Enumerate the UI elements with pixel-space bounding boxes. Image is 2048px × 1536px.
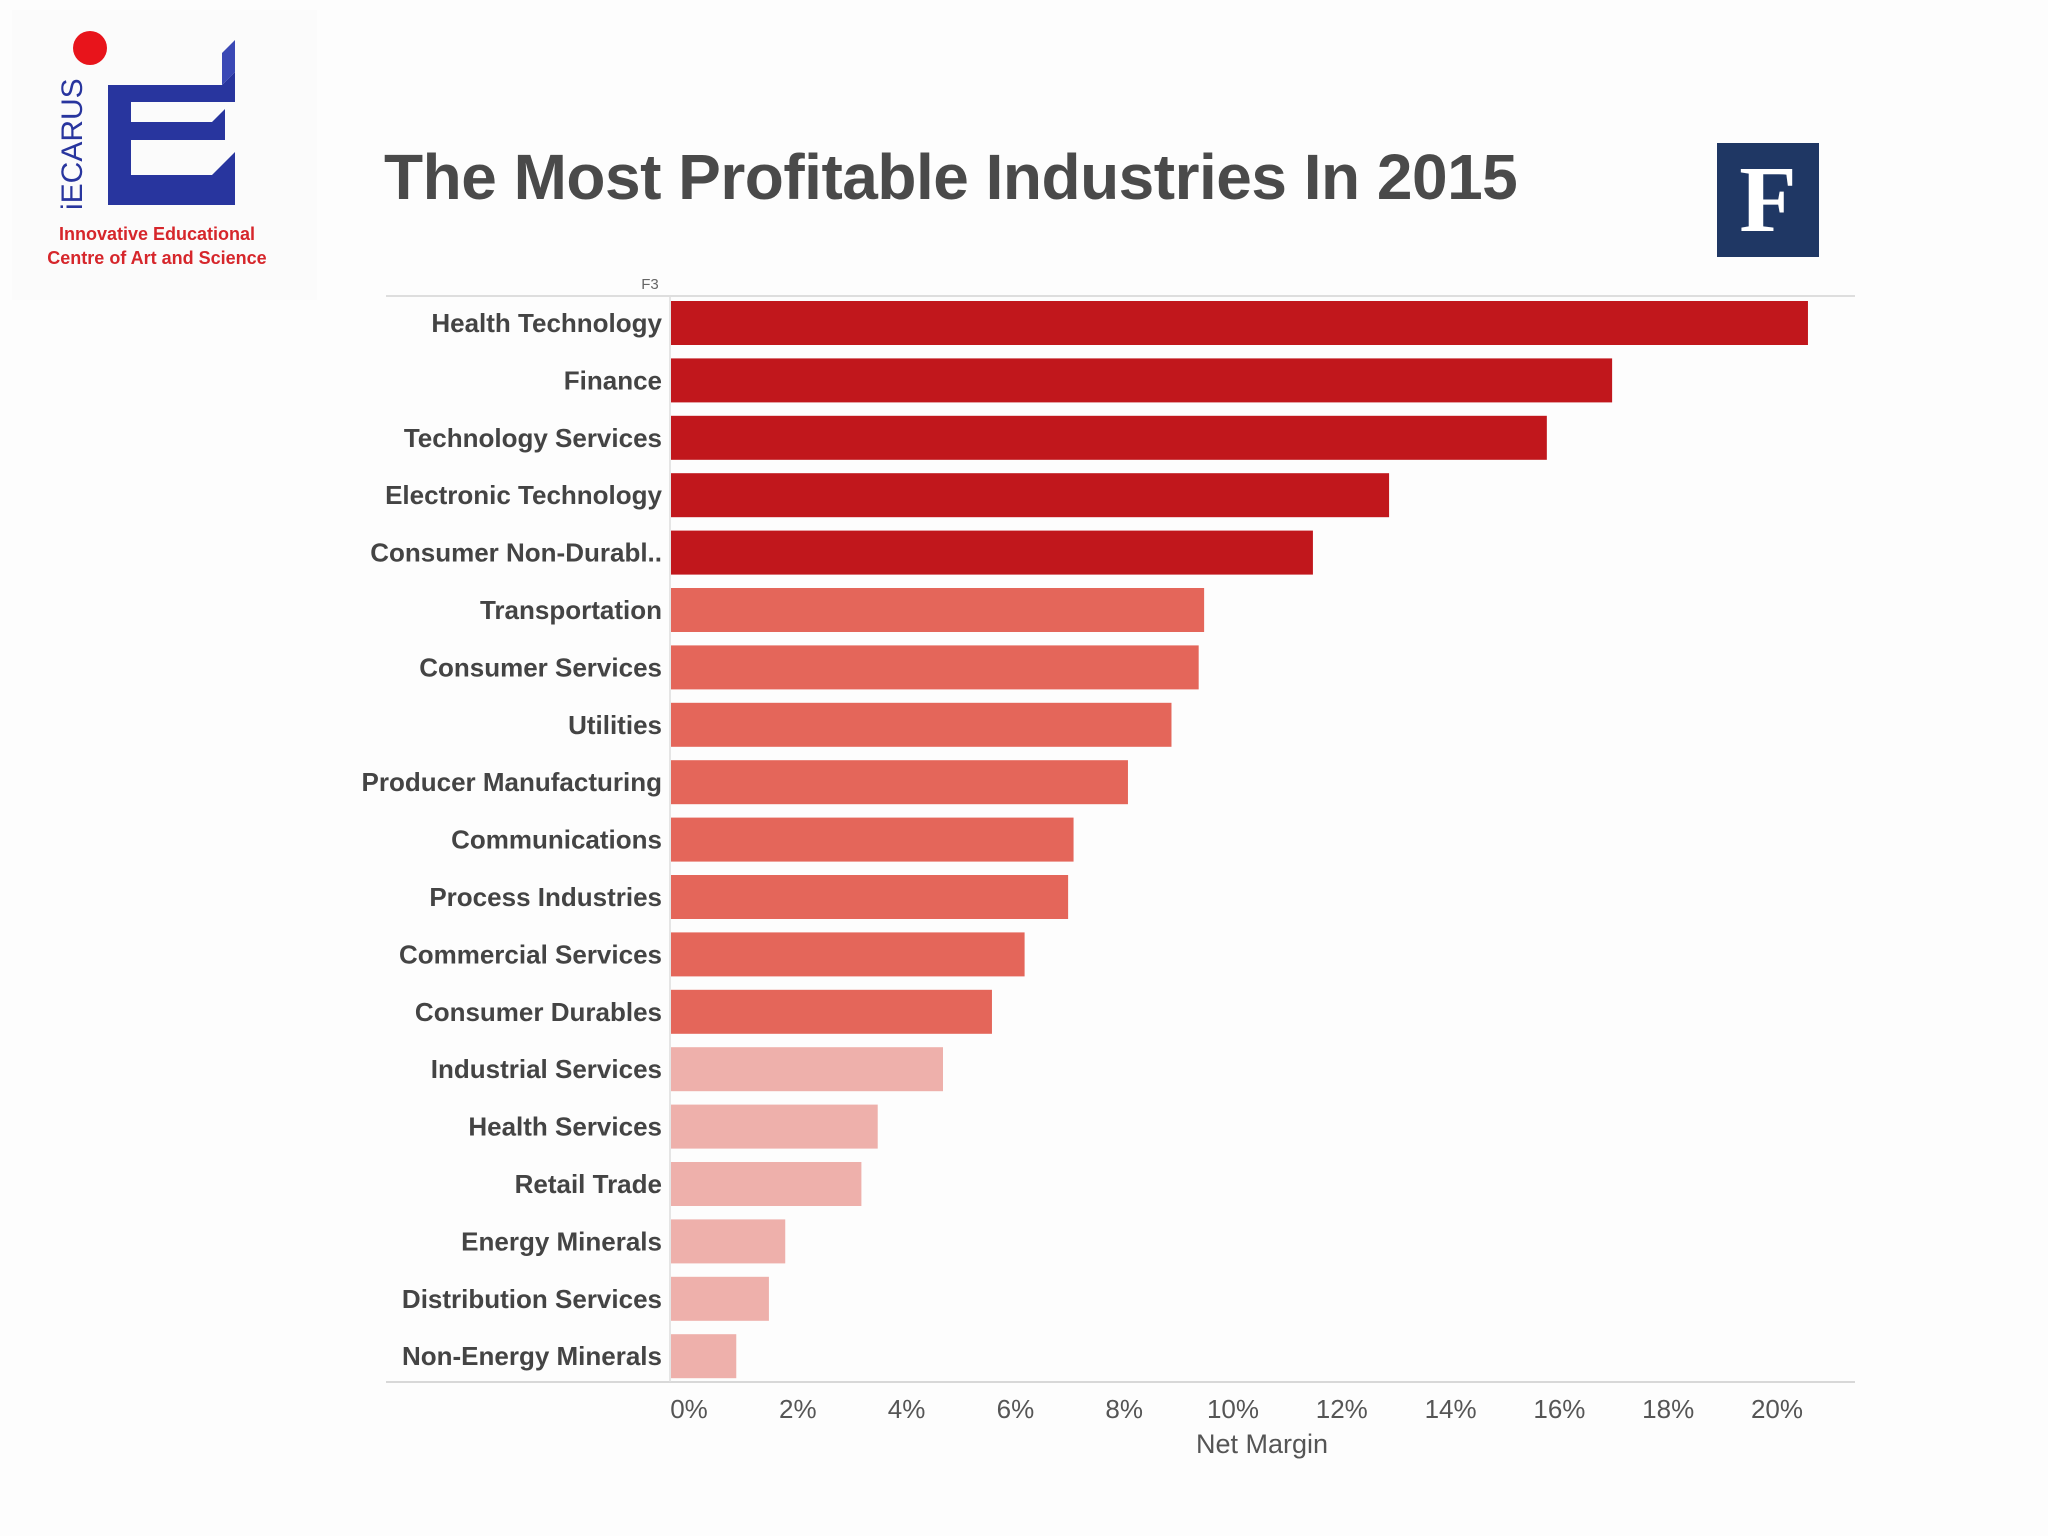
category-label: Utilities — [568, 710, 662, 740]
bars-group — [671, 301, 1808, 1379]
category-label: Transportation — [480, 595, 662, 625]
category-label: Communications — [451, 825, 662, 855]
bar-non-energy-minerals — [671, 1334, 737, 1379]
logo-dot — [73, 31, 107, 65]
bar-consumer-non-durabl — [671, 530, 1313, 575]
logo-caption: Innovative Educational Centre of Art and… — [12, 222, 302, 270]
bar-technology-services — [671, 415, 1547, 460]
x-tick-label: 20% — [1751, 1394, 1803, 1424]
category-label: Finance — [564, 365, 662, 395]
category-label: Energy Minerals — [461, 1226, 662, 1256]
category-label: Health Services — [468, 1112, 662, 1142]
logo-wordmark: iECARUS — [56, 78, 89, 210]
category-label: Electronic Technology — [385, 480, 662, 510]
x-tick-label: 16% — [1533, 1394, 1585, 1424]
category-label: Consumer Durables — [415, 997, 662, 1027]
logo-caption-line-1: Innovative Educational — [58, 224, 256, 244]
x-axis-title: Net Margin — [1196, 1429, 1328, 1459]
category-label: Distribution Services — [402, 1284, 662, 1314]
category-label: Technology Services — [404, 423, 662, 453]
category-label: Retail Trade — [515, 1169, 662, 1199]
category-label: Health Technology — [431, 308, 662, 338]
bar-industrial-services — [671, 1047, 943, 1092]
bar-transportation — [671, 588, 1205, 632]
logo-e-top — [131, 72, 235, 102]
logo-caption-line-2: Centre of Art and Science — [47, 248, 267, 268]
logo-e-mid — [131, 109, 225, 140]
bar-electronic-technology — [671, 473, 1390, 518]
x-tick-label: 8% — [1105, 1394, 1143, 1424]
category-label: Non-Energy Minerals — [402, 1341, 662, 1371]
x-tick-labels: 0% 2% 4% 6% 8% 10% 12% 14% 16% 18% 20% — [670, 1394, 1803, 1424]
category-labels: Health Technology Finance Technology Servi… — [362, 308, 663, 1371]
row-header-label: F3 — [641, 276, 659, 293]
logo-e-spine — [108, 85, 131, 205]
iecarus-logo: iECARUS Innovative Educational Centre of… — [12, 10, 317, 300]
category-label: Commercial Services — [399, 939, 662, 969]
bar-finance — [671, 358, 1613, 403]
category-label: Consumer Non-Durabl.. — [370, 538, 662, 568]
bar-health-technology — [671, 301, 1808, 345]
iecarus-emblem: iECARUS — [56, 31, 235, 210]
bar-energy-minerals — [671, 1219, 786, 1264]
x-tick-label: 10% — [1207, 1394, 1259, 1424]
category-label: Industrial Services — [431, 1054, 662, 1084]
logo-e-top-side — [222, 40, 235, 85]
bar-producer-manufacturing — [671, 760, 1128, 805]
bar-process-industries — [671, 875, 1069, 919]
category-label: Producer Manufacturing — [362, 767, 662, 797]
x-tick-label: 2% — [779, 1394, 817, 1424]
x-tick-label: 12% — [1316, 1394, 1368, 1424]
x-tick-label: 4% — [888, 1394, 926, 1424]
x-tick-label: 14% — [1425, 1394, 1477, 1424]
bar-consumer-durables — [671, 989, 992, 1034]
category-label: Consumer Services — [419, 652, 662, 682]
forbes-badge: F — [1717, 143, 1819, 257]
bar-health-services — [671, 1104, 878, 1149]
x-tick-label: 18% — [1642, 1394, 1694, 1424]
bar-consumer-services — [671, 645, 1199, 690]
category-label: Process Industries — [429, 882, 662, 912]
bar-retail-trade — [671, 1162, 862, 1206]
logo-e-bottom — [131, 152, 235, 205]
bar-utilities — [671, 702, 1172, 747]
bar-distribution-services — [671, 1276, 769, 1321]
bar-commercial-services — [671, 932, 1025, 977]
chart-title: The Most Profitable Industries In 2015 — [384, 141, 1518, 213]
x-tick-label: 6% — [997, 1394, 1035, 1424]
x-tick-label: 0% — [670, 1394, 708, 1424]
bar-communications — [671, 817, 1074, 862]
